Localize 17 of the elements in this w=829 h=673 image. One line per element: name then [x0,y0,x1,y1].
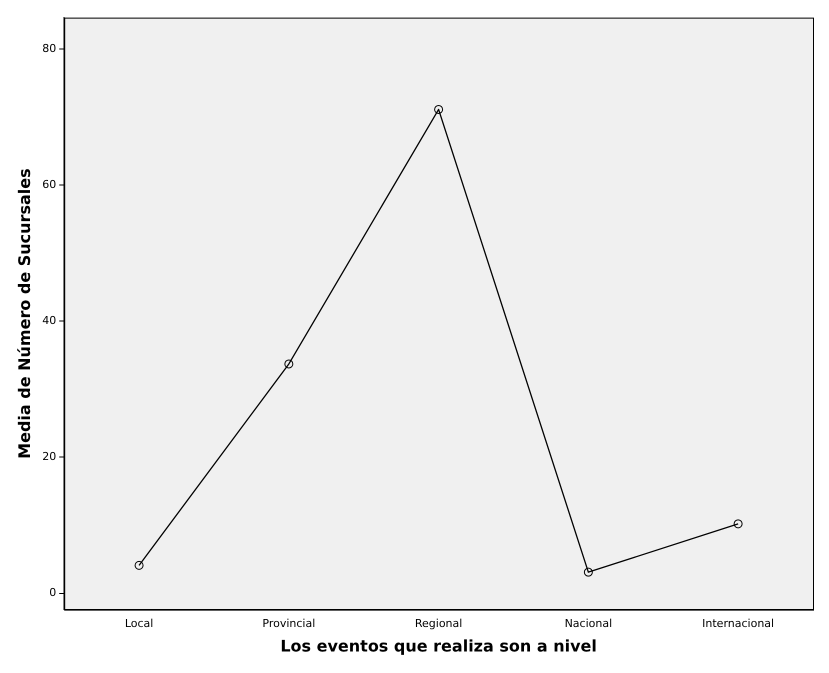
y-tick-label: 80 [42,42,56,55]
x-tick-label: Regional [414,617,462,630]
point [284,359,294,368]
point [584,568,593,577]
y-tick-label: 60 [42,178,56,191]
x-tick-label: Provincial [262,617,316,630]
x-tick-label: Local [124,617,154,630]
x-axis-title: Los eventos que realiza son a nivel [280,636,597,656]
point [734,519,743,528]
x-tick-label: Internacional [702,617,774,630]
y-axis-title: Media de Número de Sucursales [14,168,34,459]
y-tick-label: 40 [42,314,56,327]
point [434,104,444,114]
point [134,560,144,570]
x-tick-label: Nacional [564,617,612,630]
y-tick-label: 20 [42,450,56,464]
y-tick-label: 0 [49,586,56,600]
